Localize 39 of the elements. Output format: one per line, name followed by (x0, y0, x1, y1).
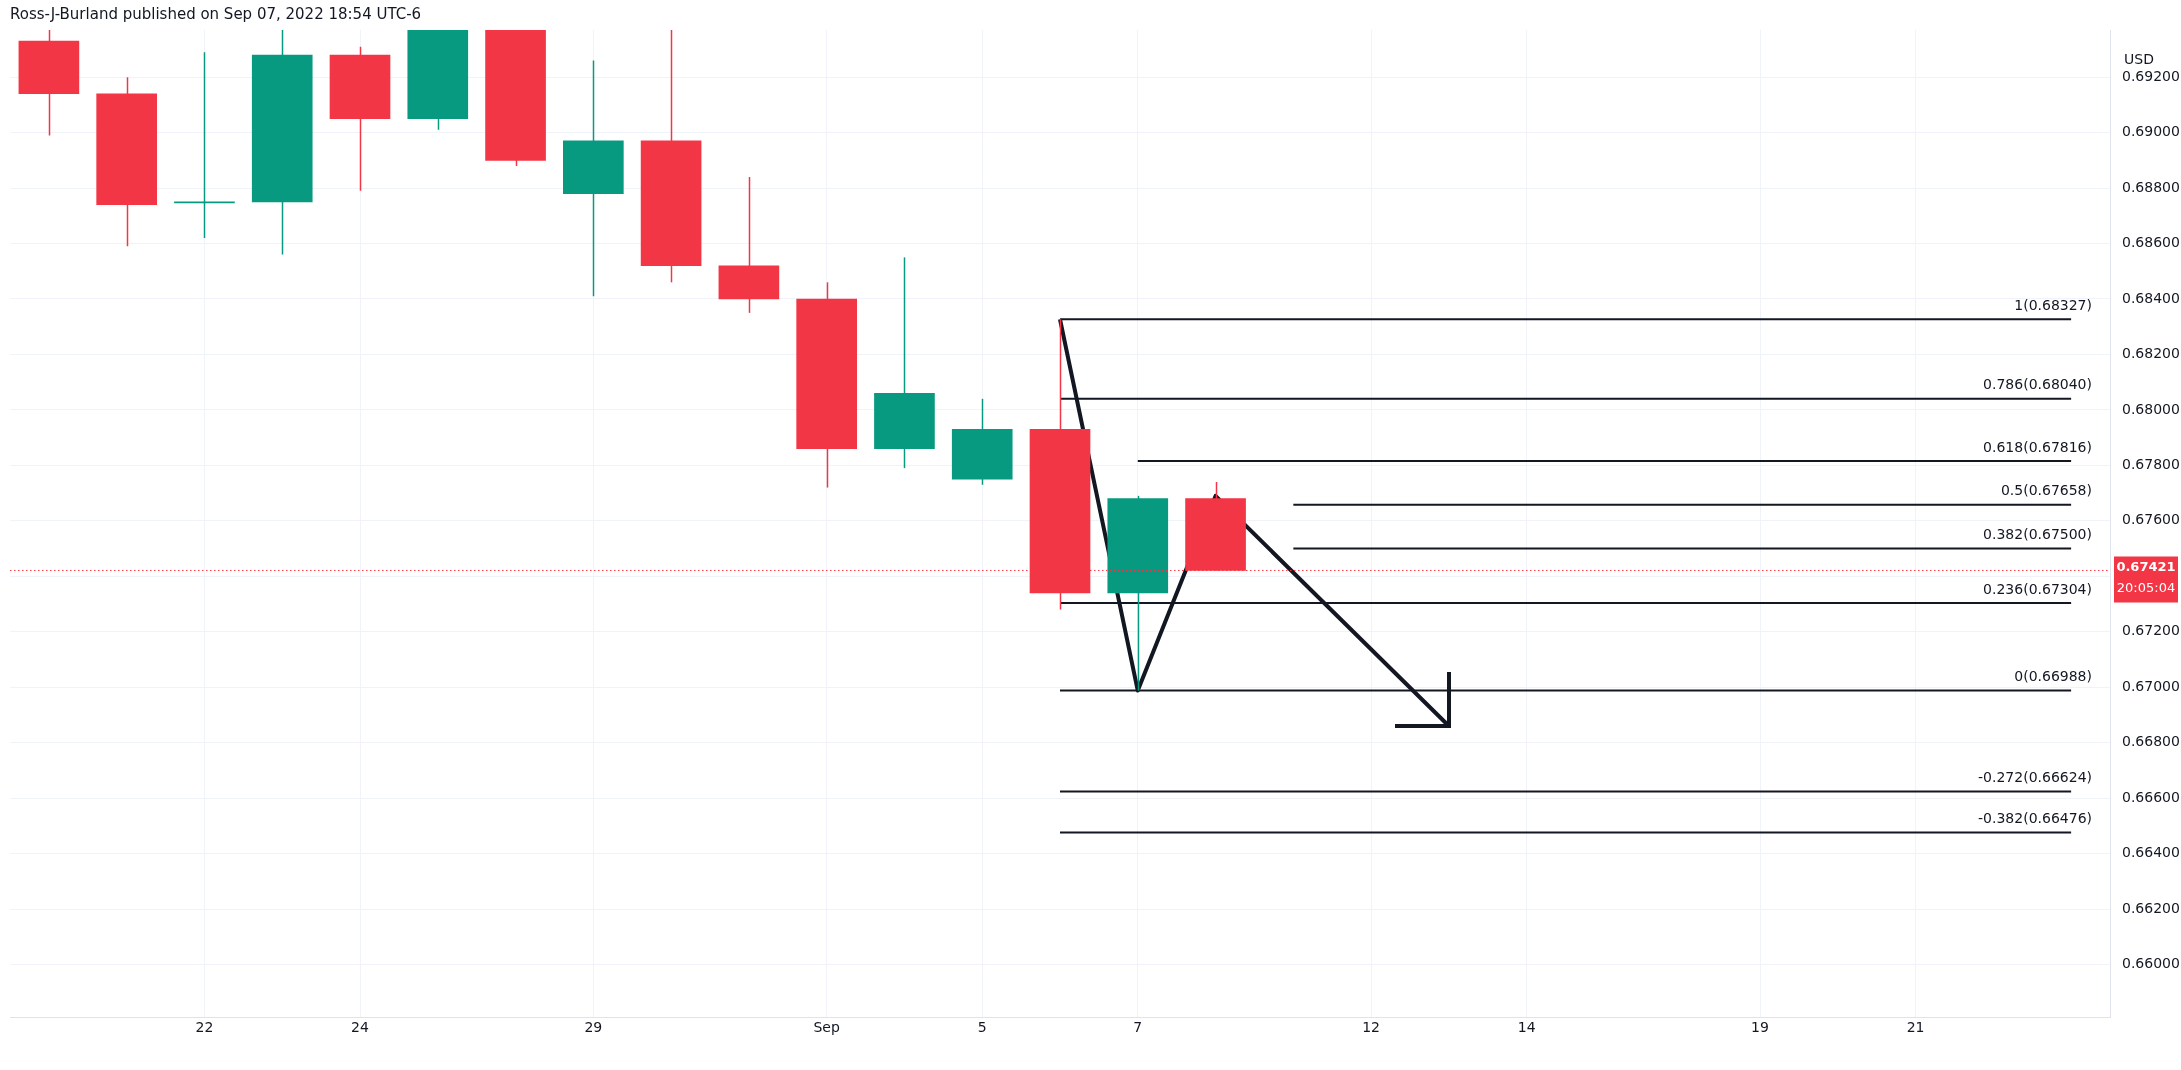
y-tick-label: 0.66600 (2122, 788, 2180, 805)
annotation: 0.786(0.68040) (1983, 376, 2092, 393)
y-tick-label: 0.68800 (2122, 178, 2180, 195)
text: 20:05:04 (2116, 579, 2176, 595)
y-tick-label: 0.67200 (2122, 622, 2180, 639)
x-tick-label: 21 (1906, 1019, 1925, 1036)
y-tick-label: 0.66400 (2122, 844, 2180, 861)
x-tick-label: 29 (584, 1019, 603, 1036)
x-tick-label: 14 (1517, 1019, 1536, 1036)
y-axis-title: USD (2124, 50, 2154, 67)
annotation: 0(0.66988) (2014, 668, 2092, 685)
x-tick-label: 22 (195, 1019, 214, 1036)
x-tick-label: Sep (813, 1019, 840, 1036)
x-tick-label: 24 (351, 1019, 369, 1036)
annotation: 0.5(0.67658) (2000, 482, 2092, 499)
y-tick-label: 0.66800 (2122, 733, 2180, 750)
y-tick-label: 0.67000 (2122, 677, 2180, 694)
y-tick-label: 0.66000 (2122, 955, 2180, 972)
y-tick-label: 0.68600 (2122, 234, 2180, 251)
y-tick-label: 0.67800 (2122, 456, 2180, 473)
ref-line-label: 0.67421 (2116, 558, 2176, 574)
x-tick-label: 5 (977, 1019, 987, 1036)
annotation: -0.272(0.66624) (1978, 769, 2092, 786)
x-tick-label: 7 (1133, 1019, 1143, 1036)
y-tick-label: 0.68000 (2122, 400, 2180, 417)
y-tick-label: 0.66200 (2122, 899, 2180, 916)
annotation: 0.382(0.67500) (1983, 526, 2092, 543)
y-tick-label: 0.69200 (2122, 67, 2180, 84)
y-tick-label: 0.69000 (2122, 123, 2180, 140)
annotation: 0.618(0.67816) (1983, 438, 2092, 455)
chart-title: Ross-J-Burland published on Sep 07, 2022 18:54 UTC-6 (10, 4, 422, 23)
x-tick-label: 12 (1362, 1019, 1381, 1036)
annotation: -0.382(0.66476) (1978, 810, 2092, 827)
x-tick-label: 19 (1751, 1019, 1769, 1036)
y-tick-label: 0.68400 (2122, 289, 2180, 306)
annotation: 0.236(0.67304) (1983, 580, 2092, 597)
y-tick-label: 0.67600 (2122, 511, 2180, 528)
annotation: 1(0.68327) (2014, 296, 2092, 313)
y-tick-label: 0.68200 (2122, 345, 2180, 362)
